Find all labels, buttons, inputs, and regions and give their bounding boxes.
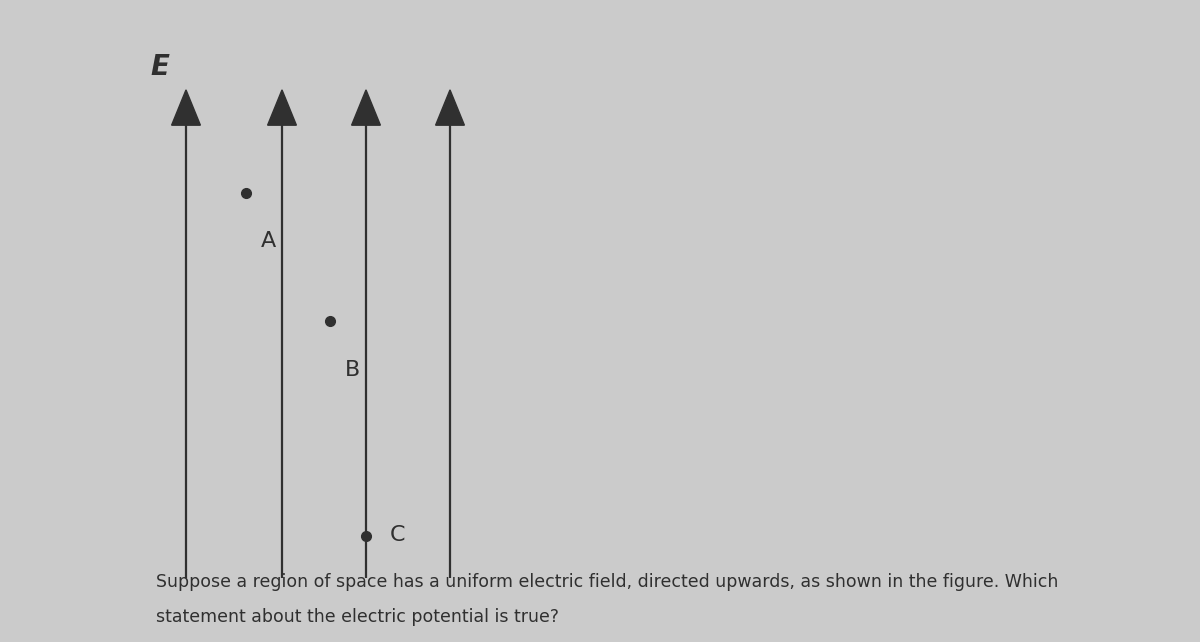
Polygon shape bbox=[436, 90, 464, 125]
Text: Suppose a region of space has a uniform electric field, directed upwards, as sho: Suppose a region of space has a uniform … bbox=[156, 573, 1058, 591]
Polygon shape bbox=[172, 90, 200, 125]
Polygon shape bbox=[268, 90, 296, 125]
Polygon shape bbox=[352, 90, 380, 125]
Text: statement about the electric potential is true?: statement about the electric potential i… bbox=[156, 608, 559, 626]
Text: A: A bbox=[260, 231, 276, 251]
Text: B: B bbox=[344, 360, 360, 379]
Text: E: E bbox=[150, 53, 169, 82]
Text: C: C bbox=[390, 525, 406, 544]
